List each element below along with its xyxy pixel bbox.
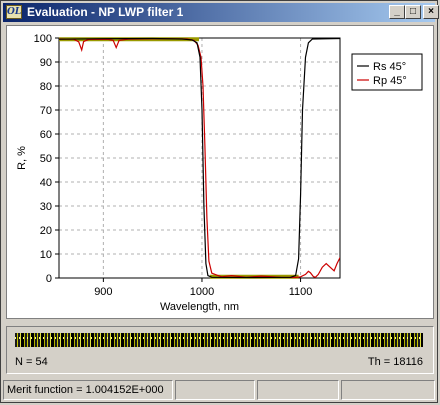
y-tick-label: 20 bbox=[40, 225, 52, 237]
y-tick-label: 60 bbox=[40, 129, 52, 141]
minimize-button[interactable]: _ bbox=[389, 5, 405, 19]
legend-label: Rs 45° bbox=[373, 61, 406, 73]
y-axis-label: R, % bbox=[16, 146, 28, 170]
reflectance-chart: 0 10 20 30 40 50 60 70 80 90 100 900 1000 1100 Wavelen… bbox=[16, 33, 423, 313]
plot-panel: 0 10 20 30 40 50 60 70 80 90 100 900 1000 1100 Wavelen… bbox=[6, 25, 434, 319]
y-tick-label: 70 bbox=[40, 105, 52, 117]
x-tick-label: 900 bbox=[94, 286, 112, 298]
status-merit-function: Merit function = 1.004152E+000 bbox=[3, 380, 173, 400]
x-axis-label: Wavelength, nm bbox=[160, 301, 239, 313]
y-tick-label: 50 bbox=[40, 153, 52, 165]
y-tick-label: 100 bbox=[34, 33, 52, 45]
y-tick-label: 40 bbox=[40, 177, 52, 189]
y-tick-label: 80 bbox=[40, 81, 52, 93]
status-cell-1 bbox=[175, 380, 255, 400]
y-tick-label: 30 bbox=[40, 201, 52, 213]
status-cell-3 bbox=[341, 380, 435, 400]
window-title: Evaluation - NP LWP filter 1 bbox=[27, 5, 184, 19]
maximize-button[interactable]: □ bbox=[405, 5, 421, 19]
close-button[interactable]: × bbox=[423, 5, 439, 19]
x-tick-label: 1000 bbox=[190, 286, 214, 298]
y-tick-label: 0 bbox=[46, 273, 52, 285]
title-bar[interactable]: OL Evaluation - NP LWP filter 1 _ □ × bbox=[3, 3, 439, 22]
layer-structure-bar bbox=[15, 333, 423, 347]
x-tick-label: 1100 bbox=[289, 286, 313, 298]
y-tick-label: 90 bbox=[40, 57, 52, 69]
app-logo-icon: OL bbox=[6, 5, 22, 19]
status-cell-2 bbox=[257, 380, 339, 400]
layer-count-label: N = 54 bbox=[15, 356, 48, 368]
layer-structure-panel: N = 54 Th = 18116 bbox=[6, 326, 434, 374]
y-tick-label: 10 bbox=[40, 249, 52, 261]
series-line-rs bbox=[59, 37, 340, 279]
legend-label: Rp 45° bbox=[373, 75, 407, 87]
legend-box bbox=[351, 53, 423, 91]
thickness-label: Th = 18116 bbox=[367, 356, 423, 368]
series-line-rp bbox=[59, 38, 340, 279]
